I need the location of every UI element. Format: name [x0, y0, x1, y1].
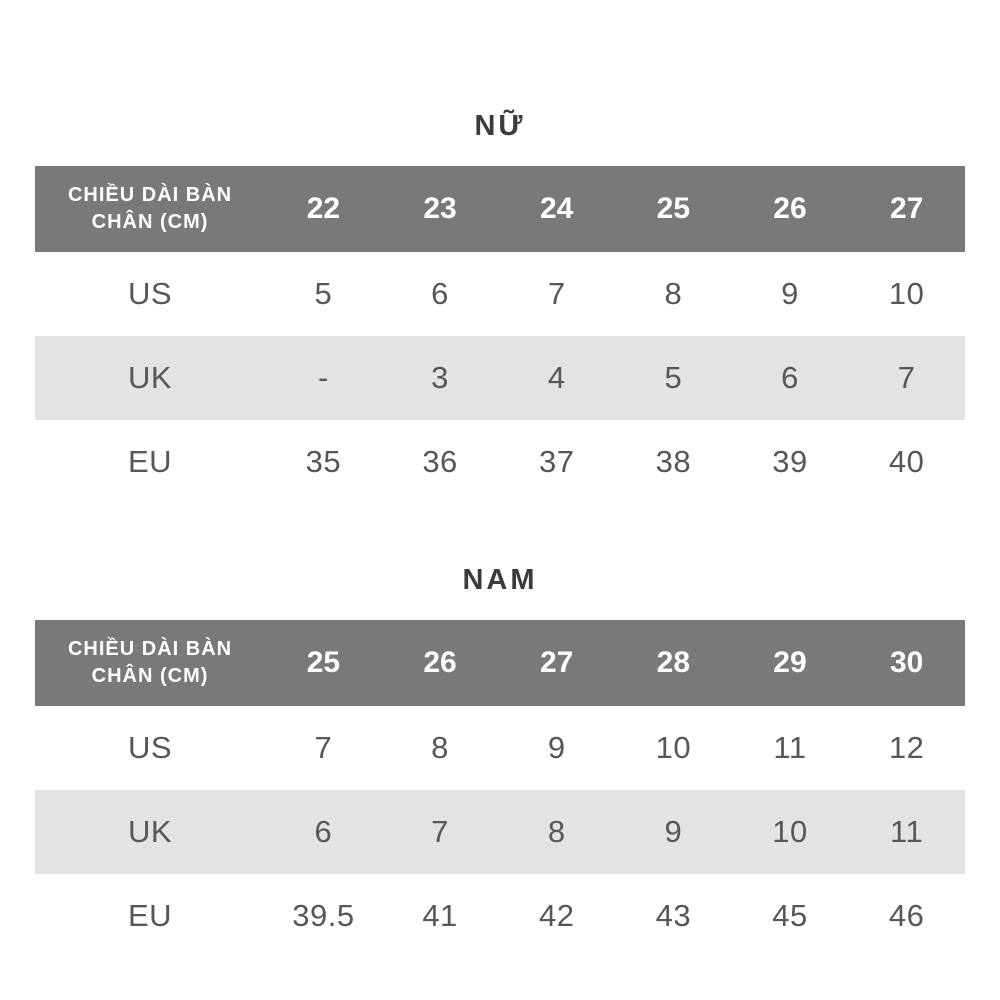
size-cell: 39 [772, 444, 808, 479]
size-cell: 10 [888, 276, 925, 311]
women-uk-row: UK - 3 4 5 6 7 [35, 336, 965, 420]
row-label-eu: EU [128, 444, 173, 479]
size-cell: 10 [731, 790, 849, 874]
size-cell: 9 [781, 276, 799, 311]
size-cell: 8 [498, 790, 616, 874]
size-cell: 41 [422, 898, 458, 933]
size-cell: - [265, 336, 382, 420]
foot-length-column-header: 25 [265, 620, 382, 706]
foot-length-column-header: 27 [848, 166, 965, 252]
foot-length-header: CHIỀU DÀI BÀN CHÂN (CM) [35, 166, 266, 252]
size-cell: 12 [888, 730, 925, 765]
row-label-us: US [128, 276, 173, 311]
men-us-row: US 7 8 9 10 11 12 [35, 706, 965, 790]
size-cell: 43 [655, 898, 692, 933]
women-us-row: US 5 6 7 8 9 10 [35, 252, 965, 336]
women-eu-row: EU 35 36 37 38 39 40 [35, 420, 965, 504]
size-cell: 45 [772, 898, 808, 933]
row-label-uk: UK [35, 336, 266, 420]
women-size-table: CHIỀU DÀI BÀN CHÂN (CM) 22 23 24 25 26 2… [35, 166, 965, 504]
row-label-us: US [128, 730, 173, 765]
size-cell: 46 [888, 898, 925, 933]
size-cell: 42 [538, 898, 575, 933]
size-cell: 8 [664, 276, 683, 311]
size-cell: 6 [431, 276, 449, 311]
size-cell: 7 [314, 730, 333, 765]
row-label-uk: UK [35, 790, 266, 874]
size-cell: 37 [538, 444, 575, 479]
size-cell: 7 [547, 276, 566, 311]
size-cell: 6 [265, 790, 382, 874]
size-cell: 38 [655, 444, 692, 479]
size-cell: 4 [498, 336, 616, 420]
men-section-title: NAM [462, 564, 538, 596]
men-header-row: CHIỀU DÀI BÀN CHÂN (CM) 25 26 27 28 29 3… [35, 620, 965, 706]
size-cell: 6 [731, 336, 849, 420]
size-cell: 40 [888, 444, 925, 479]
size-cell: 5 [615, 336, 732, 420]
foot-length-column-header: 24 [498, 166, 616, 252]
size-cell: 7 [848, 336, 965, 420]
foot-length-column-header: 25 [615, 166, 732, 252]
size-cell: 39.5 [292, 898, 355, 933]
women-header-row: CHIỀU DÀI BÀN CHÂN (CM) 22 23 24 25 26 2… [35, 166, 965, 252]
foot-length-column-header: 27 [498, 620, 616, 706]
size-cell: 9 [547, 730, 566, 765]
foot-length-column-header: 26 [381, 620, 499, 706]
men-uk-row: UK 6 7 8 9 10 11 [35, 790, 965, 874]
foot-length-column-header: 28 [615, 620, 732, 706]
row-label-eu: EU [128, 898, 173, 933]
size-cell: 10 [655, 730, 692, 765]
men-size-table: CHIỀU DÀI BÀN CHÂN (CM) 25 26 27 28 29 3… [35, 620, 965, 958]
size-cell: 36 [422, 444, 458, 479]
women-section-title: NỮ [474, 110, 526, 142]
men-eu-row: EU 39.5 41 42 43 45 46 [35, 874, 965, 958]
foot-length-column-header: 23 [381, 166, 499, 252]
size-cell: 35 [305, 444, 342, 479]
size-cell: 11 [848, 790, 965, 874]
size-cell: 11 [773, 730, 807, 765]
size-cell: 5 [314, 276, 333, 311]
size-cell: 8 [431, 730, 449, 765]
foot-length-column-header: 26 [731, 166, 849, 252]
foot-length-column-header: 29 [731, 620, 849, 706]
size-cell: 3 [381, 336, 499, 420]
size-cell: 7 [381, 790, 499, 874]
foot-length-column-header: 22 [265, 166, 382, 252]
size-cell: 9 [615, 790, 732, 874]
foot-length-header: CHIỀU DÀI BÀN CHÂN (CM) [35, 620, 266, 706]
foot-length-column-header: 30 [848, 620, 965, 706]
